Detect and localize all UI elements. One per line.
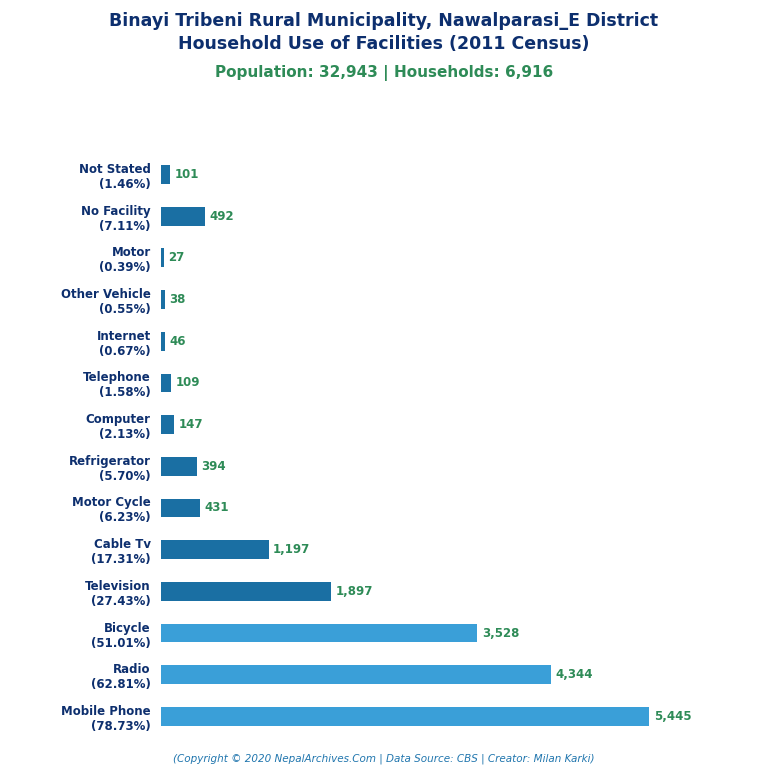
Text: 431: 431 — [204, 502, 229, 515]
Text: 27: 27 — [168, 251, 184, 264]
Bar — [161, 415, 174, 434]
Text: 1,897: 1,897 — [336, 585, 373, 598]
Bar — [161, 582, 331, 601]
Text: Population: 32,943 | Households: 6,916: Population: 32,943 | Households: 6,916 — [215, 65, 553, 81]
Bar — [161, 457, 197, 475]
Bar — [161, 290, 164, 309]
Text: 3,528: 3,528 — [482, 627, 519, 640]
Bar — [161, 332, 165, 350]
Text: 1,197: 1,197 — [273, 543, 310, 556]
Bar — [161, 165, 170, 184]
Bar — [161, 541, 269, 559]
Bar — [161, 249, 164, 267]
Text: (Copyright © 2020 NepalArchives.Com | Data Source: CBS | Creator: Milan Karki): (Copyright © 2020 NepalArchives.Com | Da… — [174, 753, 594, 764]
Text: 147: 147 — [179, 418, 204, 431]
Text: 5,445: 5,445 — [654, 710, 691, 723]
Bar — [161, 624, 478, 642]
Bar — [161, 707, 649, 726]
Bar — [161, 665, 551, 684]
Text: Binayi Tribeni Rural Municipality, Nawalparasi_E District: Binayi Tribeni Rural Municipality, Nawal… — [109, 12, 659, 29]
Text: 38: 38 — [169, 293, 186, 306]
Bar — [161, 498, 200, 518]
Text: 492: 492 — [210, 210, 234, 223]
Text: 46: 46 — [170, 335, 187, 348]
Bar — [161, 373, 171, 392]
Text: 4,344: 4,344 — [555, 668, 592, 681]
Text: 101: 101 — [175, 168, 199, 181]
Bar — [161, 207, 205, 226]
Text: 109: 109 — [176, 376, 200, 389]
Text: Household Use of Facilities (2011 Census): Household Use of Facilities (2011 Census… — [178, 35, 590, 52]
Text: 394: 394 — [201, 460, 226, 473]
